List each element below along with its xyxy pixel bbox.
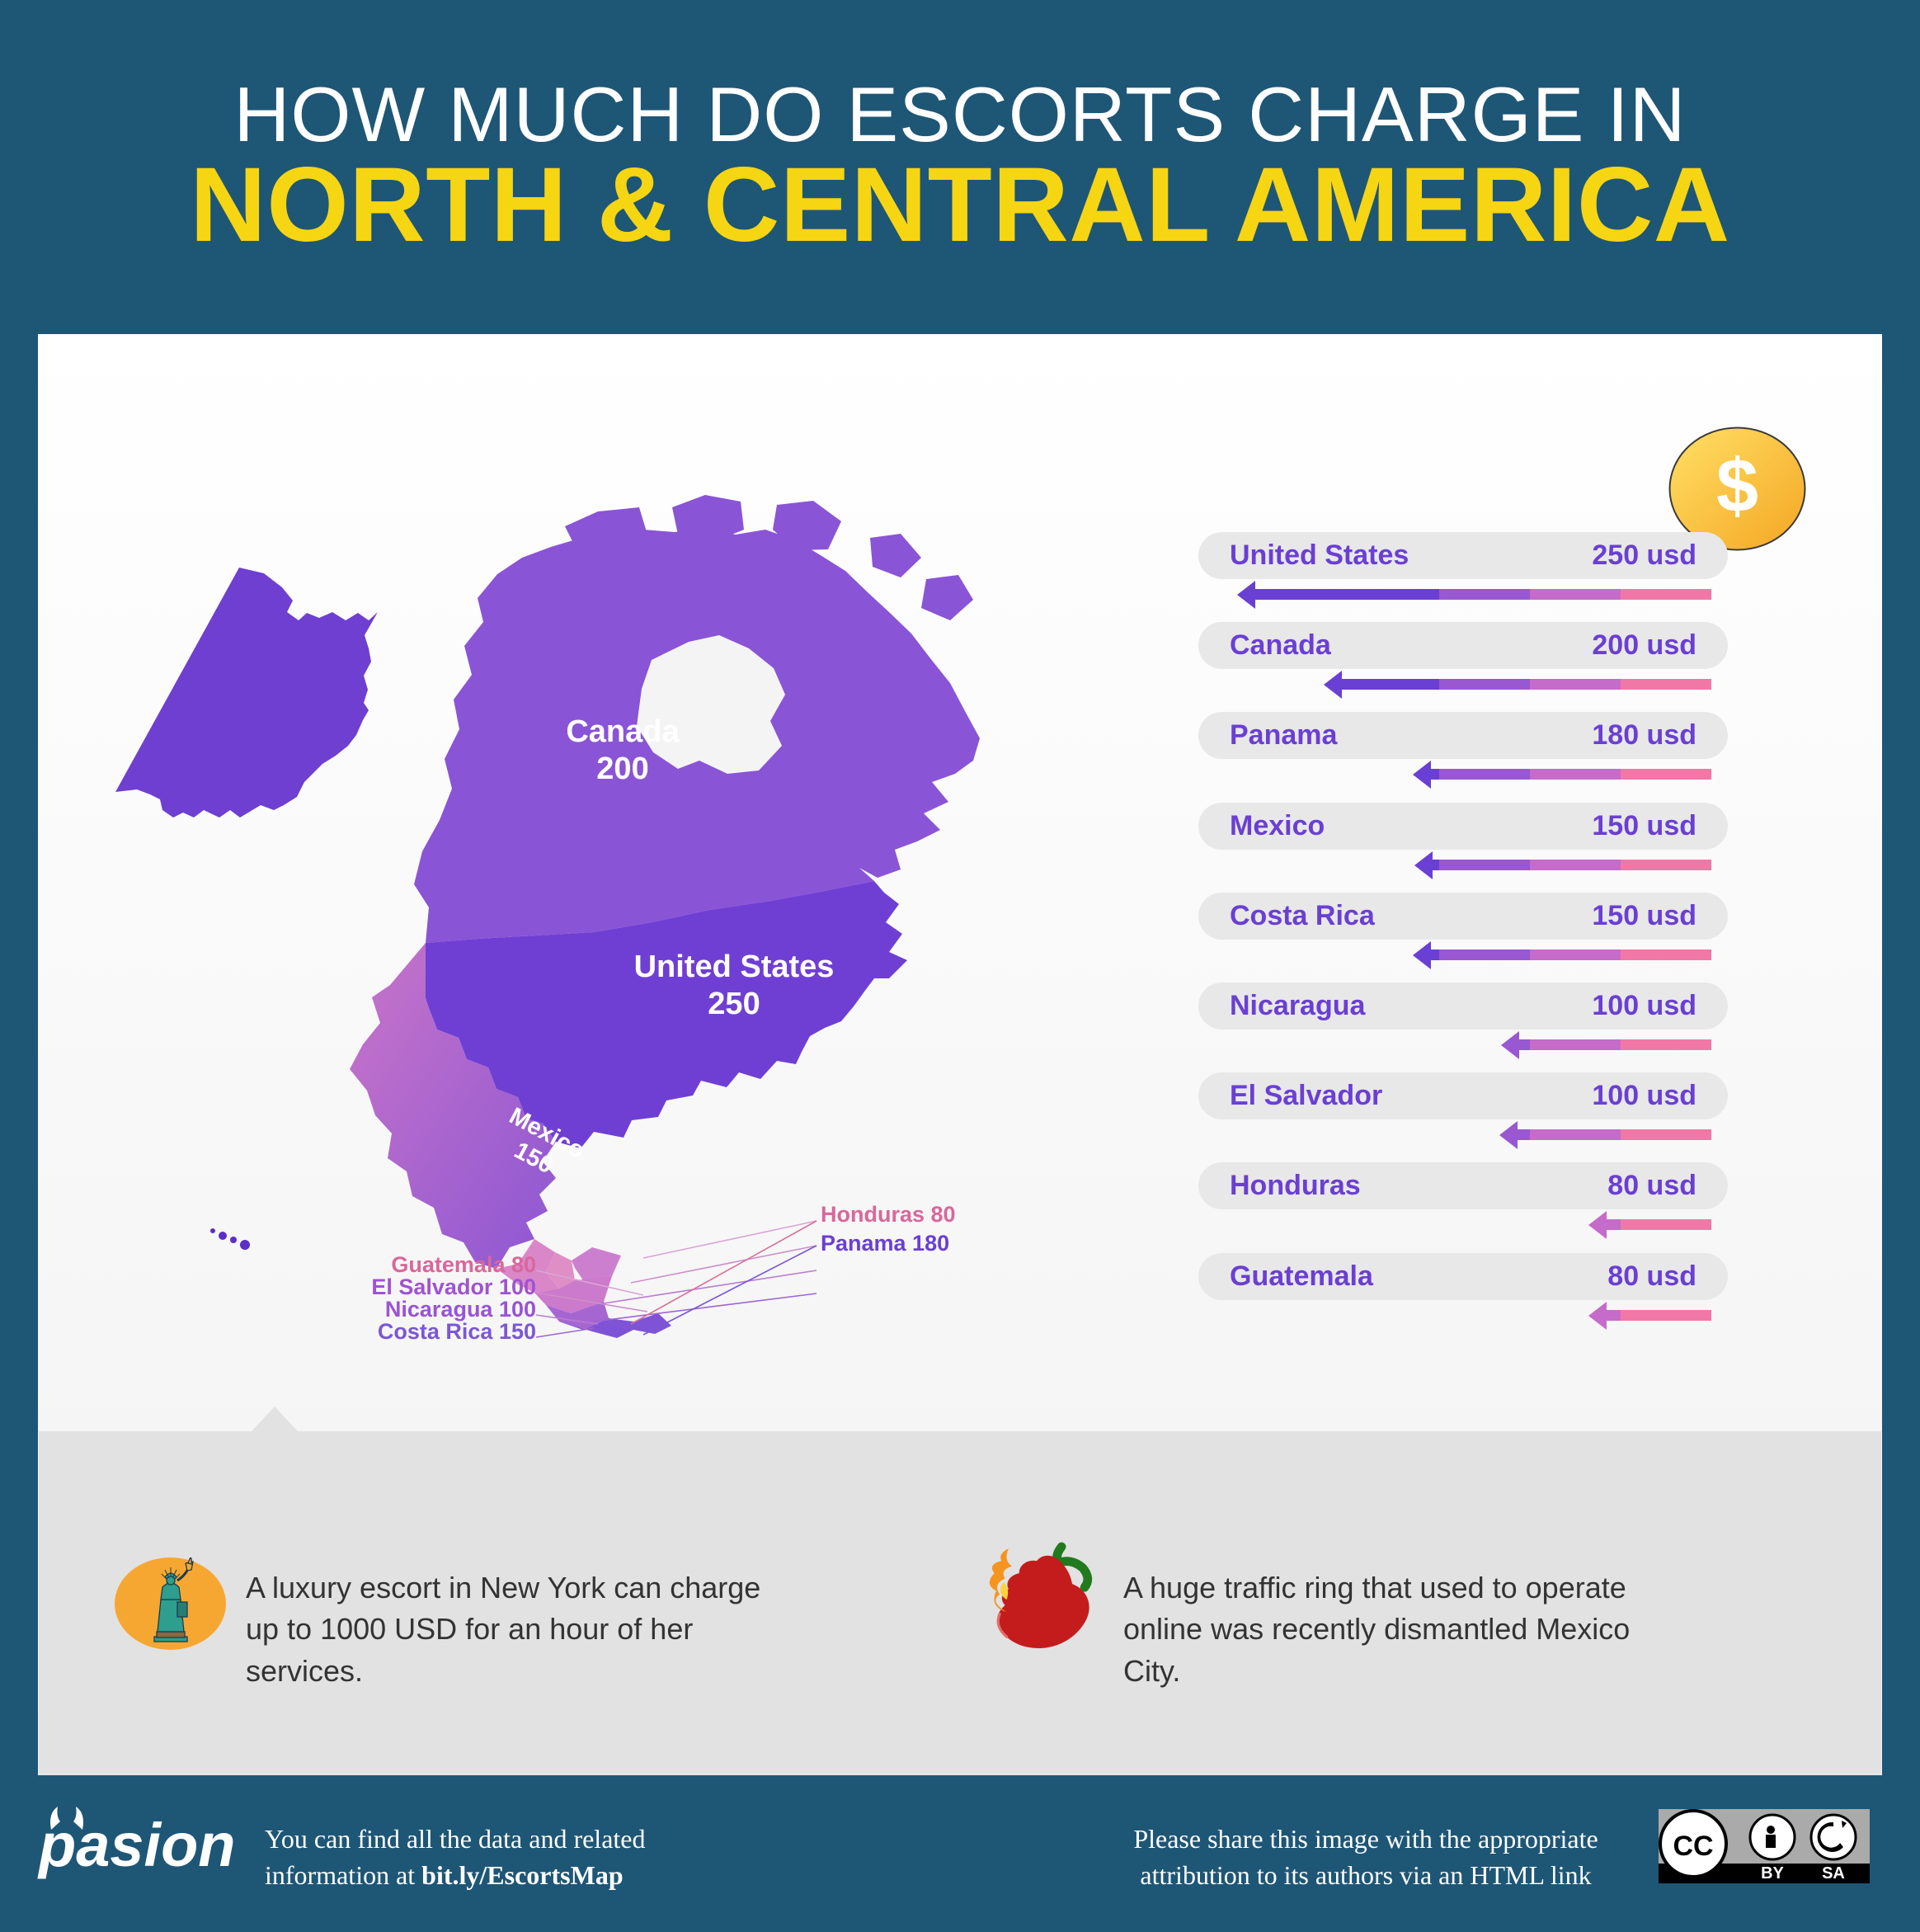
svg-text:$: $ xyxy=(1716,444,1758,528)
svg-text:SA: SA xyxy=(1822,1864,1845,1883)
svg-text:CC: CC xyxy=(1673,1831,1713,1862)
svg-text:BY: BY xyxy=(1761,1864,1784,1883)
